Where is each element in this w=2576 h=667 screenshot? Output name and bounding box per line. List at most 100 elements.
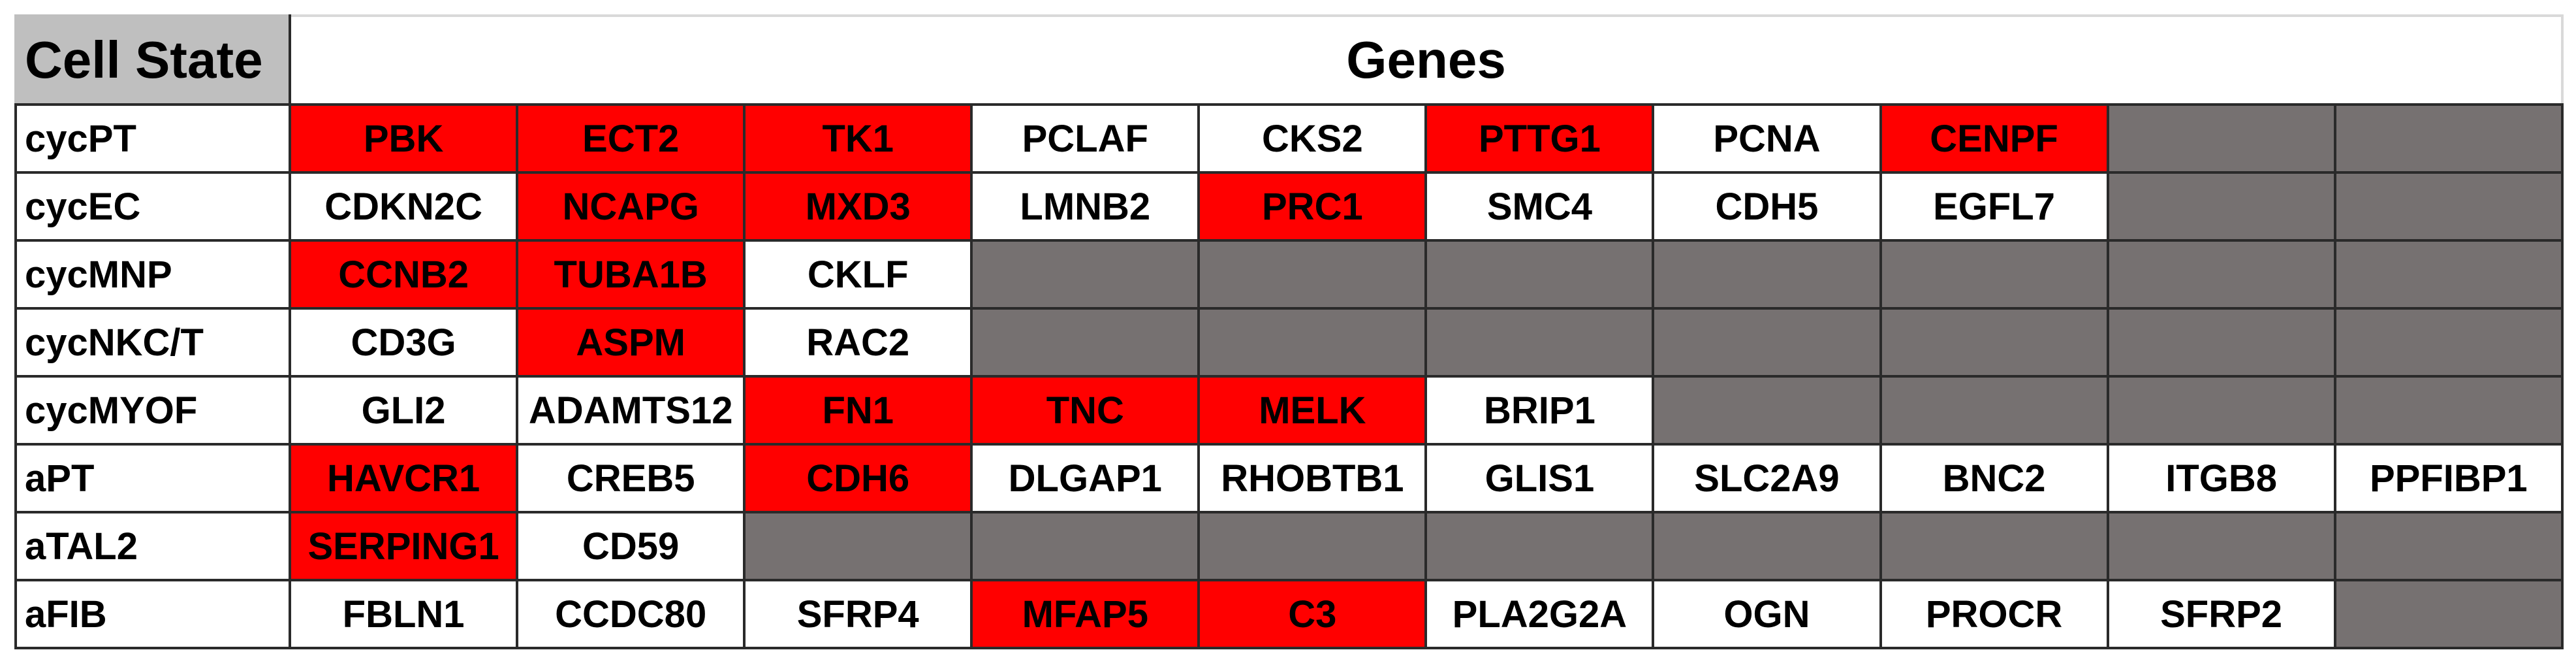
empty-gene-cell[interactable] <box>970 307 1201 378</box>
header-row: Cell State Genes <box>14 14 2564 106</box>
empty-gene-cell[interactable] <box>970 239 1201 310</box>
cell-state-label[interactable]: cycMNP <box>14 239 292 310</box>
gene-cell[interactable]: SMC4 <box>1424 171 1655 242</box>
highlighted-gene-cell[interactable]: ECT2 <box>516 103 746 174</box>
empty-gene-cell[interactable] <box>1879 375 2109 446</box>
gene-cell[interactable]: CREB5 <box>516 443 746 513</box>
gene-cell[interactable]: CKS2 <box>1197 103 1428 174</box>
highlighted-gene-cell[interactable]: PRC1 <box>1197 171 1428 242</box>
highlighted-gene-cell[interactable]: MFAP5 <box>970 579 1201 649</box>
highlighted-gene-cell[interactable]: FN1 <box>743 375 973 446</box>
highlighted-gene-cell[interactable]: CDH6 <box>743 443 973 513</box>
highlighted-gene-cell[interactable]: C3 <box>1197 579 1428 649</box>
highlighted-gene-cell[interactable]: TUBA1B <box>516 239 746 310</box>
empty-gene-cell[interactable] <box>2106 307 2336 378</box>
genes-header[interactable]: Genes <box>289 14 2564 106</box>
highlighted-gene-cell[interactable]: MXD3 <box>743 171 973 242</box>
cell-state-header[interactable]: Cell State <box>14 14 292 106</box>
highlighted-gene-cell[interactable]: SERPING1 <box>289 511 519 581</box>
empty-gene-cell[interactable] <box>970 511 1201 581</box>
gene-cell[interactable]: CD59 <box>516 511 746 581</box>
gene-cell[interactable]: BRIP1 <box>1424 375 1655 446</box>
gene-cell[interactable]: LMNB2 <box>970 171 1201 242</box>
empty-gene-cell[interactable] <box>1197 511 1428 581</box>
empty-gene-cell[interactable] <box>1197 307 1428 378</box>
gene-cell[interactable]: OGN <box>1652 579 1882 649</box>
highlighted-gene-cell[interactable]: TK1 <box>743 103 973 174</box>
empty-gene-cell[interactable] <box>1652 307 1882 378</box>
gene-cell[interactable]: CD3G <box>289 307 519 378</box>
empty-gene-cell[interactable] <box>1879 239 2109 310</box>
empty-gene-cell[interactable] <box>2106 375 2336 446</box>
highlighted-gene-cell[interactable]: HAVCR1 <box>289 443 519 513</box>
gene-cell[interactable]: ADAMTS12 <box>516 375 746 446</box>
empty-gene-cell[interactable] <box>1424 239 1655 310</box>
gene-cell[interactable]: CCDC80 <box>516 579 746 649</box>
gene-cell[interactable]: CDKN2C <box>289 171 519 242</box>
gene-cell[interactable]: DLGAP1 <box>970 443 1201 513</box>
gene-cell[interactable]: GLI2 <box>289 375 519 446</box>
table-row: aFIB FBLN1 CCDC80 SFRP4 MFAP5 C3 PLA2G2A OGN PRO… <box>14 579 2564 649</box>
gene-table: Cell State Genes cycPT PBK ECT2 TK1 PCLAF CKS… <box>14 14 2564 649</box>
cell-state-label[interactable]: aPT <box>14 443 292 513</box>
empty-gene-cell[interactable] <box>1879 307 2109 378</box>
empty-gene-cell[interactable] <box>2106 511 2336 581</box>
highlighted-gene-cell[interactable]: NCAPG <box>516 171 746 242</box>
empty-gene-cell[interactable] <box>2333 171 2564 242</box>
empty-gene-cell[interactable] <box>2333 103 2564 174</box>
gene-cell[interactable]: EGFL7 <box>1879 171 2109 242</box>
table-row: aPT HAVCR1 CREB5 CDH6 DLGAP1 RHOBTB1 GLIS1 SLC2… <box>14 443 2564 513</box>
empty-gene-cell[interactable] <box>2106 103 2336 174</box>
empty-gene-cell[interactable] <box>2333 375 2564 446</box>
gene-cell[interactable]: PLA2G2A <box>1424 579 1655 649</box>
empty-gene-cell[interactable] <box>2333 307 2564 378</box>
highlighted-gene-cell[interactable]: CCNB2 <box>289 239 519 310</box>
empty-gene-cell[interactable] <box>1879 511 2109 581</box>
gene-table-sheet: Cell State Genes cycPT PBK ECT2 TK1 PCLAF CKS… <box>14 14 2564 655</box>
empty-gene-cell[interactable] <box>2333 239 2564 310</box>
gene-cell[interactable]: CKLF <box>743 239 973 310</box>
table-row: cycMNP CCNB2 TUBA1B CKLF <box>14 239 2564 310</box>
highlighted-gene-cell[interactable]: TNC <box>970 375 1201 446</box>
cell-state-label[interactable]: cycNKC/T <box>14 307 292 378</box>
cell-state-label[interactable]: cycMYOF <box>14 375 292 446</box>
cell-state-label[interactable]: cycPT <box>14 103 292 174</box>
empty-gene-cell[interactable] <box>1197 239 1428 310</box>
table-row: aTAL2 SERPING1 CD59 <box>14 511 2564 581</box>
gene-cell[interactable]: SFRP2 <box>2106 579 2336 649</box>
empty-gene-cell[interactable] <box>2106 171 2336 242</box>
gene-cell[interactable]: CDH5 <box>1652 171 1882 242</box>
empty-gene-cell[interactable] <box>1652 375 1882 446</box>
gene-cell[interactable]: PROCR <box>1879 579 2109 649</box>
empty-gene-cell[interactable] <box>1652 239 1882 310</box>
cell-state-label[interactable]: aFIB <box>14 579 292 649</box>
gene-cell[interactable]: ITGB8 <box>2106 443 2336 513</box>
highlighted-gene-cell[interactable]: MELK <box>1197 375 1428 446</box>
gene-cell[interactable]: RAC2 <box>743 307 973 378</box>
gene-cell[interactable]: PCLAF <box>970 103 1201 174</box>
table-row: cycMYOF GLI2 ADAMTS12 FN1 TNC MELK BRIP1 <box>14 375 2564 446</box>
gene-cell[interactable]: FBLN1 <box>289 579 519 649</box>
gene-cell[interactable]: PPFIBP1 <box>2333 443 2564 513</box>
highlighted-gene-cell[interactable]: PBK <box>289 103 519 174</box>
empty-gene-cell[interactable] <box>2333 511 2564 581</box>
gene-cell[interactable]: GLIS1 <box>1424 443 1655 513</box>
highlighted-gene-cell[interactable]: CENPF <box>1879 103 2109 174</box>
cell-state-label[interactable]: cycEC <box>14 171 292 242</box>
highlighted-gene-cell[interactable]: PTTG1 <box>1424 103 1655 174</box>
empty-gene-cell[interactable] <box>1424 307 1655 378</box>
table-row: cycNKC/T CD3G ASPM RAC2 <box>14 307 2564 378</box>
gene-cell[interactable]: PCNA <box>1652 103 1882 174</box>
highlighted-gene-cell[interactable]: ASPM <box>516 307 746 378</box>
cell-state-label[interactable]: aTAL2 <box>14 511 292 581</box>
gene-cell[interactable]: SLC2A9 <box>1652 443 1882 513</box>
empty-gene-cell[interactable] <box>2106 239 2336 310</box>
empty-gene-cell[interactable] <box>2333 579 2564 649</box>
table-row: cycEC CDKN2C NCAPG MXD3 LMNB2 PRC1 SMC4 CDH5 EGF… <box>14 171 2564 242</box>
gene-cell[interactable]: SFRP4 <box>743 579 973 649</box>
gene-cell[interactable]: BNC2 <box>1879 443 2109 513</box>
empty-gene-cell[interactable] <box>1424 511 1655 581</box>
empty-gene-cell[interactable] <box>1652 511 1882 581</box>
gene-cell[interactable]: RHOBTB1 <box>1197 443 1428 513</box>
empty-gene-cell[interactable] <box>743 511 973 581</box>
